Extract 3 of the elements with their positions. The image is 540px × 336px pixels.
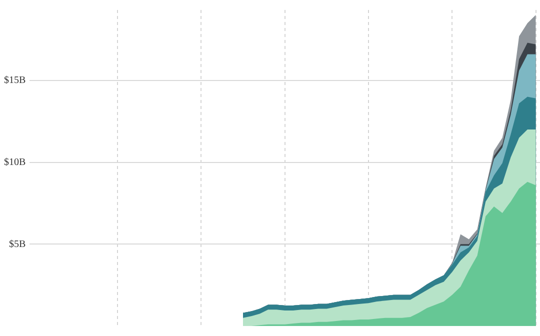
y-tick-label: $15B — [4, 75, 26, 86]
y-tick-label: $5B — [9, 238, 26, 250]
y-tick-label: $10B — [4, 156, 26, 168]
